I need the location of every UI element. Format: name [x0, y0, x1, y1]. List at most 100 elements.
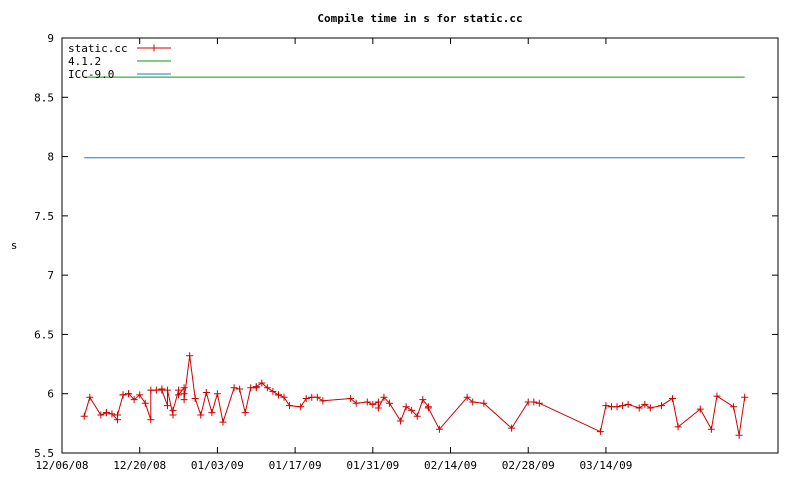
data-point	[535, 399, 543, 407]
data-point	[269, 387, 277, 395]
x-tick-label: 12/06/08	[36, 459, 89, 472]
x-axis: 12/06/08 12/20/08 01/03/09 01/17/09 01/31/09…	[36, 38, 632, 472]
data-point	[435, 425, 443, 433]
legend-label: ICC-9.0	[68, 68, 114, 81]
data-point	[635, 404, 643, 412]
series-line	[83, 355, 746, 436]
y-tick-label: 6	[47, 388, 54, 401]
y-tick-label: 9	[47, 32, 54, 45]
data-point	[169, 406, 177, 414]
data-point	[186, 352, 194, 360]
data-point	[125, 390, 133, 398]
data-point	[369, 400, 377, 408]
x-tick-label: 01/17/09	[269, 459, 322, 472]
data-point	[280, 393, 288, 401]
data-point	[202, 389, 210, 397]
data-point	[230, 384, 238, 392]
data-point	[646, 404, 654, 412]
data-point	[380, 393, 388, 401]
x-tick-label: 03/14/09	[579, 459, 632, 472]
data-point	[180, 396, 188, 404]
data-point	[408, 406, 416, 414]
legend-label: static.cc	[68, 42, 128, 55]
data-point	[730, 403, 738, 411]
data-point	[508, 424, 516, 432]
data-point	[236, 385, 244, 393]
plot-border	[61, 37, 779, 454]
data-point	[213, 390, 221, 398]
data-point	[180, 384, 188, 392]
data-point	[463, 393, 471, 401]
x-tick-label: 01/31/09	[346, 459, 399, 472]
data-point	[208, 409, 216, 417]
data-point	[374, 404, 382, 412]
data-point	[297, 403, 305, 411]
y-tick-label: 8.5	[34, 91, 54, 104]
data-point	[657, 402, 665, 410]
data-point	[191, 394, 199, 402]
chart-title: Compile time in s for static.cc	[317, 12, 522, 25]
data-point	[413, 412, 421, 420]
x-tick-label: 02/14/09	[424, 459, 477, 472]
y-tick-label: 8	[47, 151, 54, 164]
data-point	[114, 411, 122, 419]
legend-label: 4.1.2	[68, 55, 101, 68]
data-point	[252, 383, 260, 391]
data-point	[219, 418, 227, 426]
data-point	[641, 400, 649, 408]
data-point	[352, 399, 360, 407]
data-point	[274, 391, 282, 399]
data-point	[397, 417, 405, 425]
data-point	[469, 398, 477, 406]
data-point	[163, 402, 171, 410]
data-point	[424, 404, 432, 412]
data-point	[130, 396, 138, 404]
data-point	[197, 411, 205, 419]
data-point	[402, 403, 410, 411]
data-point	[319, 397, 327, 405]
data-point	[175, 391, 183, 399]
y-tick-label: 6.5	[34, 328, 54, 341]
data-point	[147, 416, 155, 424]
data-point	[80, 412, 88, 420]
data-point	[674, 423, 682, 431]
data-point	[624, 400, 632, 408]
data-point	[302, 394, 310, 402]
data-point	[619, 402, 627, 410]
x-tick-label: 12/20/08	[113, 459, 166, 472]
data-point	[286, 402, 294, 410]
data-point	[180, 390, 188, 398]
data-point	[480, 399, 488, 407]
data-point	[102, 409, 110, 417]
data-point	[385, 399, 393, 407]
y-axis: 5.5 6 6.5 7 7.5 8 8.5 9	[34, 32, 778, 460]
data-point	[530, 398, 538, 406]
data-point	[735, 431, 743, 439]
series-layer	[80, 76, 749, 439]
data-point	[713, 392, 721, 400]
data-point	[141, 399, 149, 407]
data-point	[596, 428, 604, 436]
data-point	[241, 409, 249, 417]
data-point	[347, 394, 355, 402]
data-point	[696, 405, 704, 413]
x-tick-label: 01/03/09	[191, 459, 244, 472]
data-point	[258, 379, 266, 387]
data-point	[163, 386, 171, 394]
data-point	[97, 411, 105, 419]
data-point	[363, 398, 371, 406]
data-point	[602, 402, 610, 410]
data-point	[669, 394, 677, 402]
legend-marker	[150, 44, 158, 52]
x-tick-label: 02/28/09	[502, 459, 555, 472]
y-tick-label: 7	[47, 269, 54, 282]
data-point	[613, 403, 621, 411]
data-point	[313, 393, 321, 401]
data-point	[741, 393, 749, 401]
data-point	[419, 396, 427, 404]
data-point	[86, 393, 94, 401]
y-axis-label: s	[11, 239, 18, 252]
data-point	[119, 391, 127, 399]
y-tick-label: 7.5	[34, 210, 54, 223]
